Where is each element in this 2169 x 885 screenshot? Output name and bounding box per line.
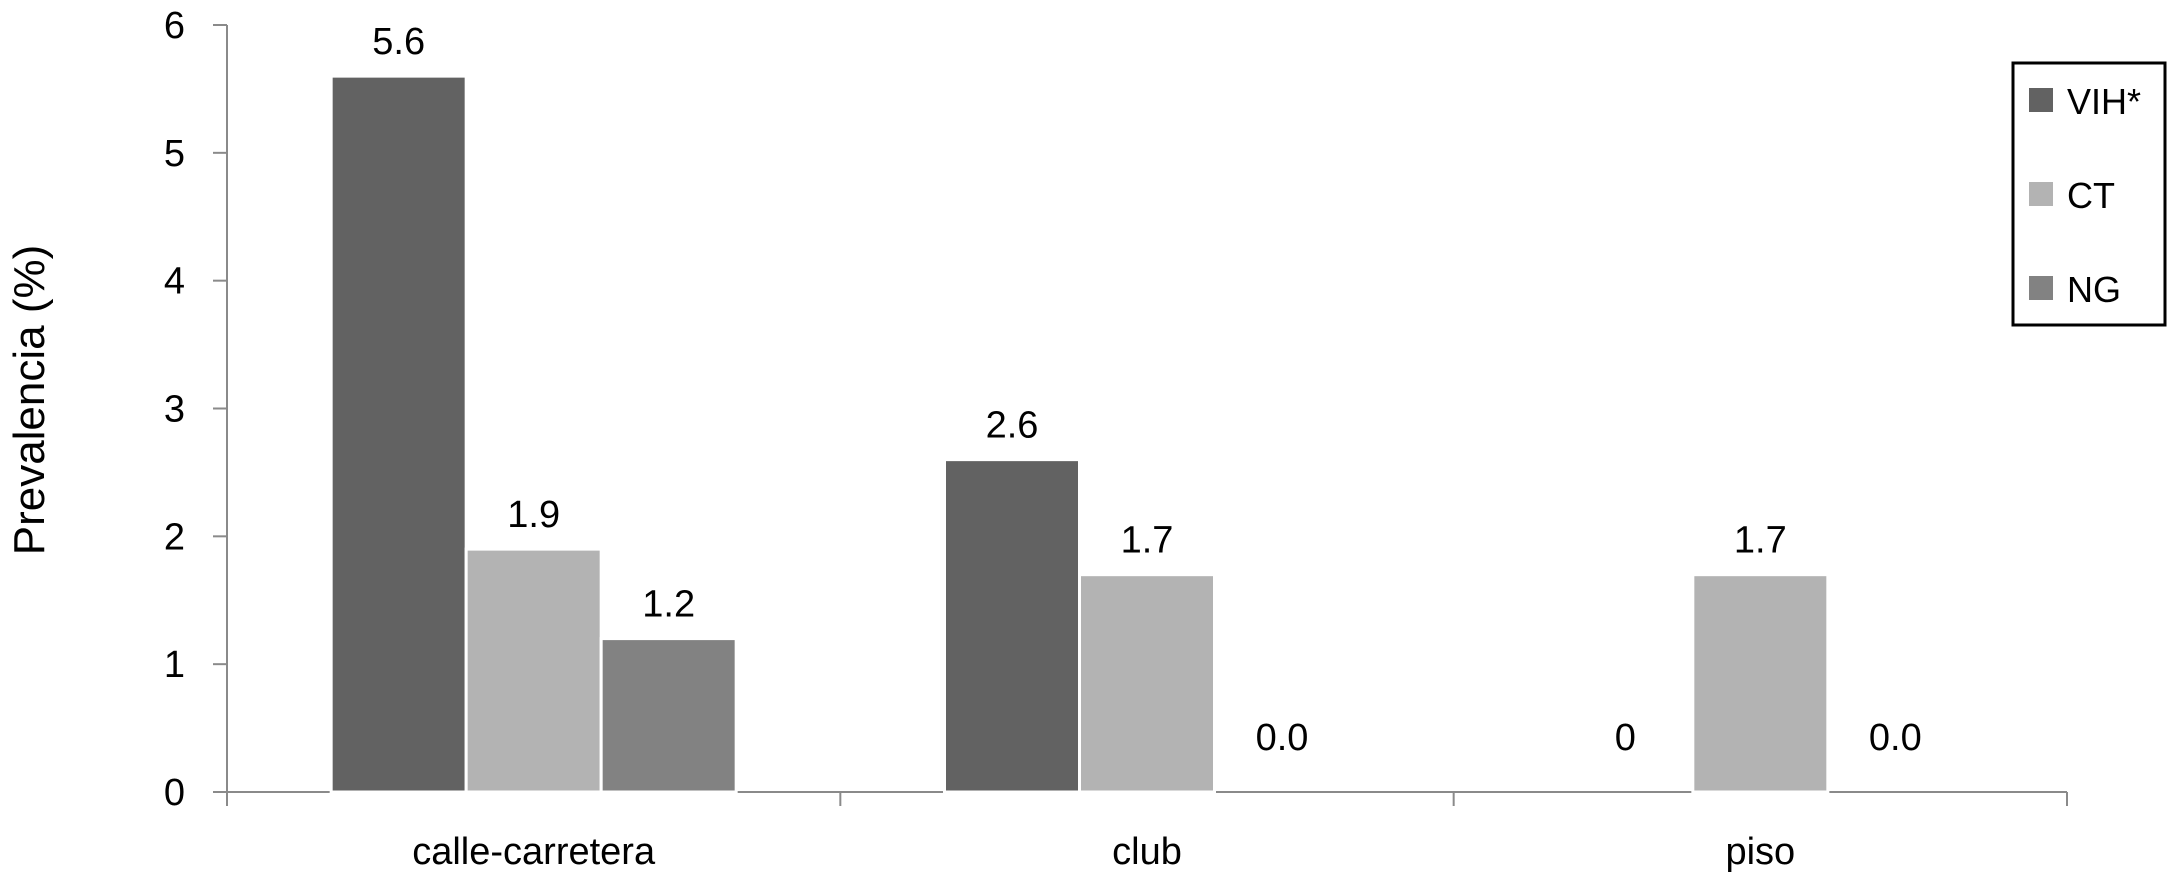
legend-swatch — [2029, 88, 2053, 112]
bar — [329, 74, 468, 794]
x-category-label: calle-carretera — [412, 831, 656, 873]
legend-label: CT — [2067, 175, 2115, 216]
legend: VIH* CT NG — [2011, 61, 2167, 327]
legend-swatch — [2029, 276, 2053, 300]
data-label: 1.9 — [507, 494, 560, 536]
data-label: 1.7 — [1121, 520, 1174, 562]
y-tick-label: 2 — [164, 516, 185, 558]
bar — [599, 637, 738, 794]
x-category-label: piso — [1725, 831, 1795, 873]
y-tick-label: 5 — [164, 133, 185, 175]
legend-label: NG — [2067, 269, 2121, 310]
data-label: 1.7 — [1734, 520, 1787, 562]
y-tick-label: 0 — [164, 772, 185, 814]
data-label: 5.6 — [372, 21, 425, 63]
data-label: 0 — [1615, 717, 1636, 759]
legend-label: VIH* — [2067, 81, 2141, 122]
bar — [1078, 573, 1216, 794]
data-labels: 5.6 1.9 1.2 2.6 1.7 0.0 0 1.7 0.0 — [372, 21, 1921, 759]
y-axis-title: Prevalencia (%) — [5, 245, 54, 556]
data-label: 1.2 — [642, 584, 695, 626]
bar — [1691, 573, 1830, 794]
legend-swatch — [2029, 182, 2053, 206]
data-label: 2.6 — [986, 405, 1039, 447]
y-tick-label: 4 — [164, 261, 185, 303]
y-tick-label: 1 — [164, 644, 185, 686]
data-label: 0.0 — [1256, 717, 1309, 759]
data-label: 0.0 — [1869, 717, 1922, 759]
x-category-label: club — [1112, 831, 1182, 873]
bars — [329, 74, 1830, 794]
bar — [943, 458, 1081, 794]
y-tick-label: 3 — [164, 389, 185, 431]
y-tick-label: 6 — [164, 5, 185, 47]
bar — [464, 547, 603, 794]
